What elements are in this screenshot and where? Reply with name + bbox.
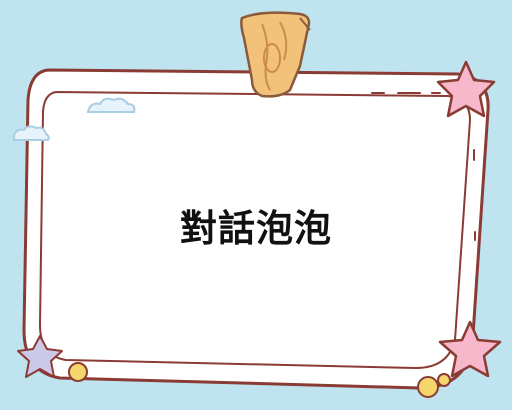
star-icon bbox=[438, 320, 502, 378]
dot-icon bbox=[437, 373, 451, 387]
clip-icon bbox=[240, 11, 311, 98]
cloud-icon bbox=[13, 125, 50, 141]
dot-icon bbox=[417, 376, 439, 398]
cloud-icon bbox=[86, 97, 136, 113]
star-icon bbox=[17, 335, 63, 378]
star-icon bbox=[436, 60, 496, 118]
dot-icon bbox=[68, 362, 88, 382]
dash-right bbox=[473, 149, 476, 241]
card-title: 對話泡泡 bbox=[180, 207, 332, 250]
